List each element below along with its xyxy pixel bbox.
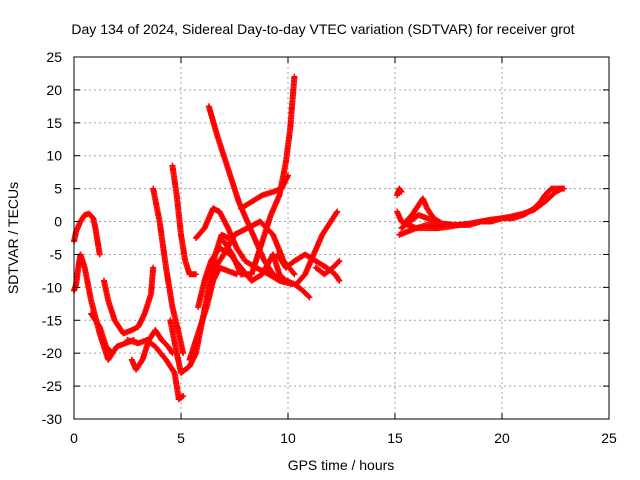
data-points <box>71 73 568 403</box>
data-series <box>398 211 441 232</box>
data-point <box>558 185 565 192</box>
y-tick-label: -15 <box>42 312 62 328</box>
data-point <box>150 264 157 271</box>
y-tick-label: -20 <box>42 345 62 361</box>
y-tick-label: 25 <box>46 49 62 65</box>
grid-lines <box>74 57 609 419</box>
data-series <box>169 162 199 278</box>
data-series <box>394 185 405 199</box>
y-tick-label: -30 <box>42 411 62 427</box>
data-point <box>398 188 405 195</box>
data-point <box>290 270 297 277</box>
y-tick-label: 5 <box>54 181 62 197</box>
x-axis-label: GPS time / hours <box>288 457 395 473</box>
data-point <box>333 209 340 216</box>
data-series <box>312 258 343 278</box>
data-point <box>285 172 291 179</box>
x-tick-label: 0 <box>70 430 78 446</box>
axis-ticks: 0 5 10 15 20 25 -30 -25 -20 -15 -10 -5 0 5 10 15 20 25 <box>42 49 617 446</box>
data-point <box>335 259 342 266</box>
data-point <box>291 73 298 80</box>
data-point <box>291 271 298 278</box>
data-series <box>100 264 157 337</box>
data-point <box>305 293 312 300</box>
x-tick-label: 5 <box>177 430 185 446</box>
data-point <box>192 271 199 278</box>
data-point <box>109 350 116 357</box>
y-tick-label: 15 <box>46 115 62 131</box>
y-tick-label: -10 <box>42 279 62 295</box>
data-point <box>334 208 341 215</box>
data-point <box>336 277 343 284</box>
y-tick-label: -5 <box>50 246 63 262</box>
y-tick-label: 10 <box>46 148 62 164</box>
data-series <box>88 310 116 357</box>
data-series <box>270 251 313 301</box>
y-tick-label: -25 <box>42 378 62 394</box>
x-tick-label: 10 <box>280 430 296 446</box>
data-point <box>437 219 444 226</box>
data-point <box>179 393 186 400</box>
data-point <box>306 294 313 301</box>
data-series <box>293 208 341 288</box>
data-series <box>237 172 291 212</box>
y-axis-label: SDTVAR / TECUs <box>5 182 21 294</box>
data-point <box>180 392 187 399</box>
data-series <box>150 185 187 357</box>
data-series <box>128 327 176 373</box>
data-point <box>108 349 115 356</box>
chart-title: Day 134 of 2024, Sidereal Day-to-day VTE… <box>71 21 574 37</box>
data-point <box>434 218 441 225</box>
x-tick-label: 15 <box>387 430 403 446</box>
data-series <box>396 185 565 238</box>
data-series <box>124 337 187 403</box>
data-point <box>336 258 343 265</box>
data-point <box>96 251 103 258</box>
y-tick-label: 0 <box>54 214 62 230</box>
data-point <box>180 350 187 357</box>
data-series <box>71 210 103 258</box>
x-tick-label: 25 <box>601 430 617 446</box>
x-tick-label: 20 <box>494 430 510 446</box>
data-point <box>449 221 456 228</box>
y-tick-label: 20 <box>46 82 62 98</box>
plot-frame <box>73 56 610 420</box>
